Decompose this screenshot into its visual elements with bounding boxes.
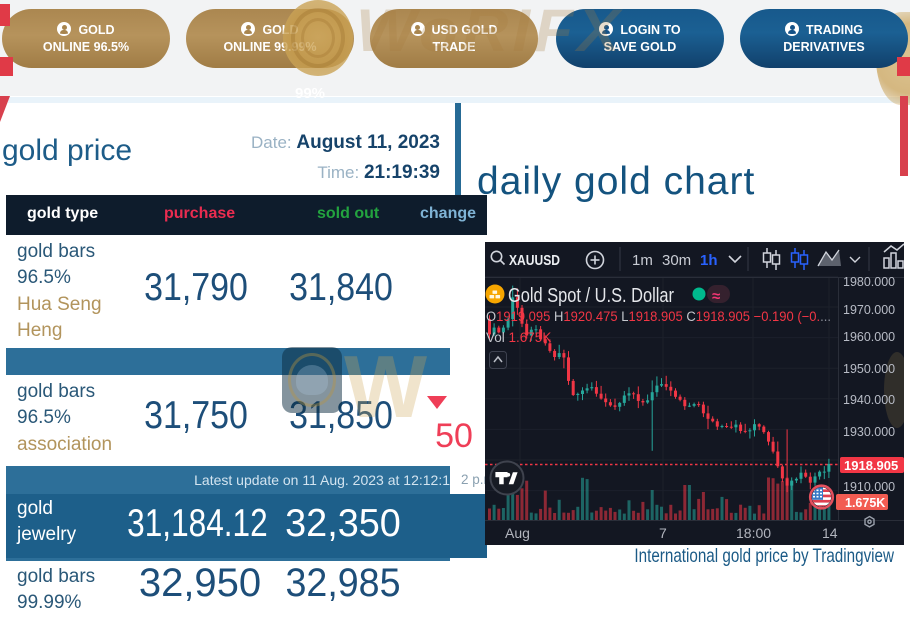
svg-text:Gold Spot / U.S. Dollar: Gold Spot / U.S. Dollar xyxy=(508,285,674,307)
svg-text:1918.905: 1918.905 xyxy=(844,458,898,473)
svg-text:1m: 1m xyxy=(632,252,653,269)
svg-text:1940.000: 1940.000 xyxy=(843,393,895,407)
svg-text:1h: 1h xyxy=(700,252,718,269)
svg-text:Vol 1.675K: Vol 1.675K xyxy=(486,330,551,345)
svg-text:1960.000: 1960.000 xyxy=(843,330,895,344)
svg-text:1980.000: 1980.000 xyxy=(843,275,895,289)
svg-text:≈: ≈ xyxy=(712,288,720,305)
svg-text:1950.000: 1950.000 xyxy=(843,362,895,376)
svg-text:1970.000: 1970.000 xyxy=(843,303,895,317)
svg-text:1.675K: 1.675K xyxy=(845,496,885,510)
svg-text:1930.000: 1930.000 xyxy=(843,425,895,439)
svg-text:7: 7 xyxy=(659,525,667,541)
svg-text:XAUUSD: XAUUSD xyxy=(509,253,560,269)
svg-text:18:00: 18:00 xyxy=(736,525,771,541)
svg-text:30m: 30m xyxy=(662,252,691,269)
svg-text:14: 14 xyxy=(822,525,838,541)
svg-text:O1919.095 H1920.475 L1918.905: O1919.095 H1920.475 L1918.905 C1918.905 … xyxy=(486,309,831,324)
svg-text:1910.000: 1910.000 xyxy=(843,480,895,494)
svg-text:Aug: Aug xyxy=(505,525,530,541)
